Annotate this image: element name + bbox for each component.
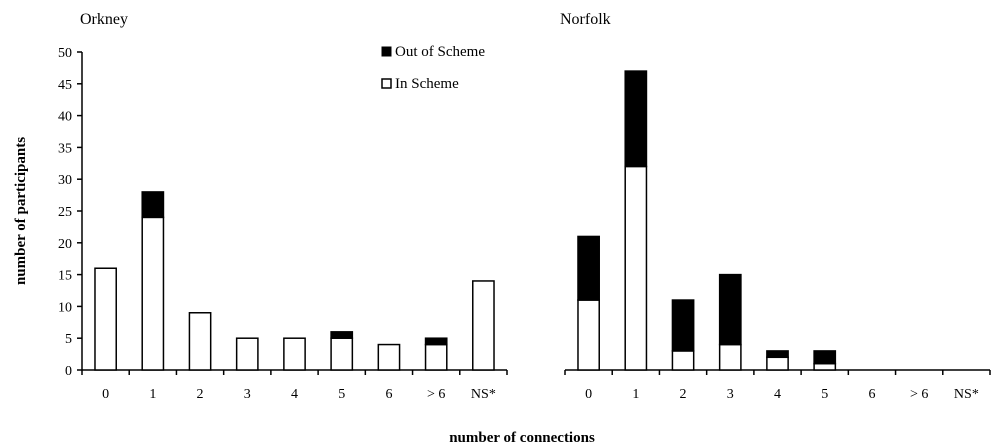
x-tick-label: 2 [197, 387, 204, 402]
bar-out-of-scheme [766, 350, 789, 359]
y-tick-label: 40 [58, 110, 72, 125]
y-tick-label: 25 [58, 205, 72, 220]
y-tick-label: 30 [58, 173, 72, 188]
bar-in-scheme [813, 362, 837, 371]
bar-out-of-scheme [141, 191, 165, 219]
bar-in-scheme [624, 165, 648, 371]
y-tick-label: 50 [58, 46, 72, 61]
y-tick-label: 5 [65, 332, 72, 347]
bar-in-scheme [766, 356, 789, 371]
x-tick-label: 0 [585, 387, 592, 402]
bar-in-scheme [235, 337, 259, 371]
x-tick-label: 1 [149, 387, 156, 402]
y-tick-label: 20 [58, 237, 72, 252]
x-tick-label: 3 [244, 387, 251, 402]
y-tick-label: 10 [58, 300, 72, 315]
legend-label-in-scheme: In Scheme [395, 76, 459, 92]
legend-swatch-out-of-scheme [381, 46, 392, 57]
bar-in-scheme [424, 343, 448, 371]
bar-in-scheme [188, 312, 212, 371]
bar-in-scheme [330, 337, 354, 371]
x-tick-label: > 6 [910, 387, 928, 402]
x-tick-label: NS* [954, 387, 979, 402]
bar-in-scheme [94, 267, 117, 371]
x-tick-label: > 6 [427, 387, 445, 402]
bar-in-scheme [283, 337, 306, 371]
panel-title-norfolk: Norfolk [560, 11, 611, 28]
x-tick-label: 3 [727, 387, 734, 402]
x-tick-label: 6 [868, 387, 875, 402]
bar-in-scheme [377, 343, 401, 371]
x-tick-label: 6 [385, 387, 392, 402]
y-axis-label: number of participants [13, 137, 29, 285]
bar-out-of-scheme [813, 350, 837, 365]
x-axis-label: number of connections [449, 430, 595, 446]
bar-out-of-scheme [424, 337, 448, 346]
legend-label-out-of-scheme: Out of Scheme [395, 44, 485, 60]
y-tick-label: 45 [58, 78, 72, 93]
x-tick-label: 5 [821, 387, 828, 402]
x-tick-label: 5 [338, 387, 345, 402]
legend-swatch-in-scheme [381, 78, 392, 89]
legend: Out of Scheme In Scheme [381, 44, 485, 92]
x-tick-label: 1 [632, 387, 639, 402]
bar-in-scheme [671, 350, 695, 371]
x-tick-label: NS* [471, 387, 496, 402]
x-tick-label: 2 [680, 387, 687, 402]
bar-out-of-scheme [330, 331, 354, 339]
bar-in-scheme [472, 280, 495, 371]
y-tick-label: 35 [58, 141, 72, 156]
y-tick-label: 0 [65, 364, 72, 379]
bar-in-scheme [141, 216, 165, 371]
bar-in-scheme [718, 343, 742, 371]
bar-out-of-scheme [577, 235, 600, 301]
norfolk-plot-area: 0 1 2 3 4 5 6 > 6 NS* [564, 70, 991, 402]
panel-title-orkney: Orkney [80, 11, 128, 28]
bar-out-of-scheme [718, 273, 742, 346]
bar-out-of-scheme [624, 70, 648, 168]
y-tick-label: 15 [58, 269, 72, 284]
x-tick-label: 0 [102, 387, 109, 402]
x-tick-label: 4 [291, 387, 298, 402]
x-tick-label: 4 [774, 387, 781, 402]
bar-out-of-scheme [671, 299, 695, 352]
bar-in-scheme [577, 299, 600, 371]
